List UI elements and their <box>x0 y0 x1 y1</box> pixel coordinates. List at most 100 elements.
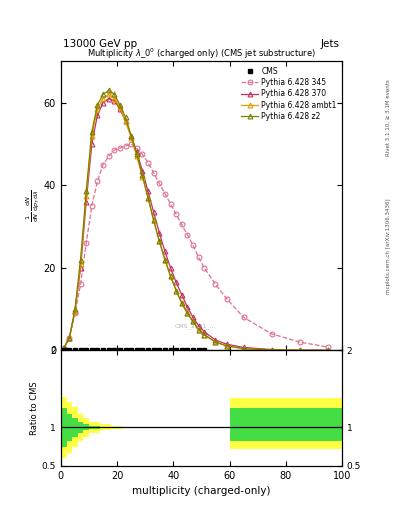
Pythia 6.428 ambt1 <box>325 347 330 353</box>
Line: Pythia 6.428 ambt1: Pythia 6.428 ambt1 <box>61 92 330 353</box>
Pythia 6.428 370 <box>163 248 167 254</box>
CMS <box>185 347 190 353</box>
Pythia 6.428 ambt1 <box>78 261 83 267</box>
Pythia 6.428 345 <box>140 151 145 157</box>
Title: Multiplicity $\lambda\_0^0$ (charged only) (CMS jet substructure): Multiplicity $\lambda\_0^0$ (charged onl… <box>87 47 316 61</box>
Pythia 6.428 345 <box>146 160 151 166</box>
Pythia 6.428 345 <box>163 190 167 197</box>
Pythia 6.428 z2 <box>134 151 139 157</box>
Pythia 6.428 370 <box>73 308 77 314</box>
Pythia 6.428 z2 <box>61 345 66 351</box>
Pythia 6.428 345 <box>269 331 274 337</box>
Pythia 6.428 z2 <box>202 332 207 338</box>
Y-axis label: $\frac{1}{\mathrm{d}N}\,\frac{\mathrm{d}N}{\mathrm{d}p_T\,\mathrm{d}\lambda}$: $\frac{1}{\mathrm{d}N}\,\frac{\mathrm{d}… <box>25 189 42 222</box>
Pythia 6.428 z2 <box>168 273 173 279</box>
Pythia 6.428 345 <box>134 145 139 151</box>
Pythia 6.428 370 <box>191 314 195 321</box>
Pythia 6.428 370 <box>78 265 83 271</box>
Pythia 6.428 ambt1 <box>202 332 207 338</box>
Pythia 6.428 370 <box>129 133 134 139</box>
Pythia 6.428 345 <box>95 178 100 184</box>
Pythia 6.428 ambt1 <box>134 153 139 159</box>
Pythia 6.428 345 <box>213 281 218 287</box>
Pythia 6.428 z2 <box>146 195 151 201</box>
Pythia 6.428 345 <box>325 344 330 350</box>
Pythia 6.428 ambt1 <box>73 308 77 314</box>
Line: CMS: CMS <box>62 348 206 352</box>
CMS <box>129 347 134 353</box>
CMS <box>191 347 195 353</box>
Pythia 6.428 z2 <box>73 306 77 312</box>
Pythia 6.428 345 <box>73 310 77 316</box>
Pythia 6.428 345 <box>298 339 302 345</box>
CMS <box>151 347 156 353</box>
Pythia 6.428 ambt1 <box>129 135 134 141</box>
Pythia 6.428 z2 <box>196 327 201 333</box>
Pythia 6.428 345 <box>67 335 72 341</box>
Pythia 6.428 345 <box>118 145 122 151</box>
Pythia 6.428 z2 <box>140 172 145 178</box>
Pythia 6.428 ambt1 <box>67 335 72 341</box>
CMS <box>112 347 117 353</box>
Pythia 6.428 z2 <box>213 339 218 345</box>
Pythia 6.428 ambt1 <box>224 343 229 349</box>
Pythia 6.428 345 <box>157 180 162 186</box>
Text: Rivet 3.1.10, ≥ 3.1M events: Rivet 3.1.10, ≥ 3.1M events <box>386 79 391 156</box>
Pythia 6.428 z2 <box>269 347 274 353</box>
Pythia 6.428 370 <box>146 188 151 195</box>
CMS <box>107 347 111 353</box>
Pythia 6.428 370 <box>134 149 139 155</box>
Pythia 6.428 ambt1 <box>146 195 151 201</box>
Pythia 6.428 370 <box>185 304 190 310</box>
Pythia 6.428 370 <box>174 279 178 285</box>
Text: Jets: Jets <box>321 38 340 49</box>
Text: CMS_2021_...: CMS_2021_... <box>175 323 217 329</box>
Pythia 6.428 ambt1 <box>90 133 94 139</box>
Pythia 6.428 345 <box>174 211 178 217</box>
Pythia 6.428 ambt1 <box>174 287 178 293</box>
Pythia 6.428 370 <box>325 347 330 353</box>
Pythia 6.428 370 <box>112 98 117 104</box>
Pythia 6.428 370 <box>213 337 218 343</box>
Pythia 6.428 z2 <box>163 257 167 263</box>
Line: Pythia 6.428 370: Pythia 6.428 370 <box>61 96 330 353</box>
Pythia 6.428 345 <box>196 254 201 261</box>
Pythia 6.428 370 <box>202 329 207 335</box>
Pythia 6.428 370 <box>140 168 145 174</box>
CMS <box>174 347 178 353</box>
CMS <box>157 347 162 353</box>
Line: Pythia 6.428 345: Pythia 6.428 345 <box>61 141 330 351</box>
Pythia 6.428 370 <box>241 345 246 351</box>
Pythia 6.428 z2 <box>107 87 111 93</box>
Pythia 6.428 z2 <box>185 310 190 316</box>
Legend: CMS, Pythia 6.428 345, Pythia 6.428 370, Pythia 6.428 ambt1, Pythia 6.428 z2: CMS, Pythia 6.428 345, Pythia 6.428 370,… <box>240 65 338 122</box>
Pythia 6.428 z2 <box>123 114 128 120</box>
Pythia 6.428 345 <box>191 242 195 248</box>
Pythia 6.428 ambt1 <box>241 346 246 352</box>
CMS <box>146 347 151 353</box>
CMS <box>78 347 83 353</box>
Pythia 6.428 370 <box>224 341 229 347</box>
CMS <box>118 347 122 353</box>
CMS <box>202 347 207 353</box>
Pythia 6.428 370 <box>269 347 274 353</box>
Pythia 6.428 ambt1 <box>101 96 105 102</box>
Pythia 6.428 ambt1 <box>151 217 156 223</box>
Pythia 6.428 370 <box>151 209 156 215</box>
Pythia 6.428 z2 <box>151 217 156 223</box>
Pythia 6.428 370 <box>107 96 111 102</box>
Pythia 6.428 ambt1 <box>140 174 145 180</box>
CMS <box>123 347 128 353</box>
Pythia 6.428 345 <box>90 203 94 209</box>
Text: mcplots.cern.ch [arXiv:1306.3436]: mcplots.cern.ch [arXiv:1306.3436] <box>386 198 391 293</box>
Pythia 6.428 370 <box>67 335 72 341</box>
Pythia 6.428 370 <box>90 141 94 147</box>
Pythia 6.428 370 <box>101 100 105 106</box>
CMS <box>179 347 184 353</box>
Line: Pythia 6.428 z2: Pythia 6.428 z2 <box>61 88 330 353</box>
Pythia 6.428 ambt1 <box>185 310 190 316</box>
Pythia 6.428 ambt1 <box>213 339 218 345</box>
Pythia 6.428 ambt1 <box>179 300 184 306</box>
CMS <box>73 347 77 353</box>
Pythia 6.428 ambt1 <box>118 104 122 110</box>
